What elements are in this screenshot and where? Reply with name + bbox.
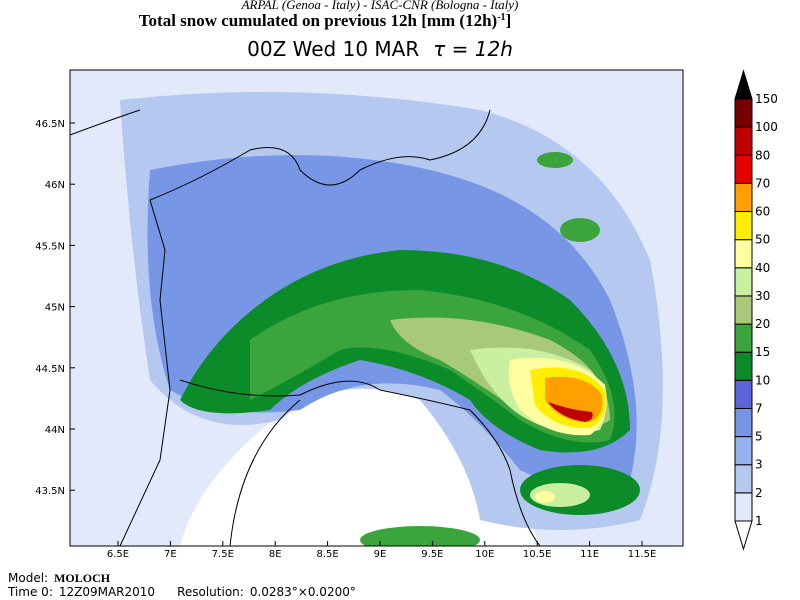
title-main: Total snow cumulated on previous 12h [mm… — [139, 11, 497, 30]
lat-label: 44.5N — [35, 364, 65, 375]
colorbar-label: 7 — [755, 401, 763, 415]
colorbar-box — [734, 436, 753, 466]
footer-model: Model: MOLOCH — [8, 571, 111, 585]
model-name: MOLOCH — [54, 571, 111, 585]
axis-ticks: 6.5E 7E 7.5E 8E 8.5E 9E 9.5E 10E 10.5E 11E 11.5E 46… — [35, 119, 656, 560]
subtitle: 00Z Wed 10 MAR τ = 12h — [247, 37, 513, 61]
colorbar-label: 3 — [755, 458, 763, 472]
colorbar-label: 10 — [755, 373, 770, 387]
lat-label: 46.5N — [35, 119, 65, 130]
colorbar-label: 20 — [755, 317, 770, 331]
lat-label: 45N — [45, 303, 65, 314]
colorbar-label: 1 — [755, 514, 763, 528]
title: Total snow cumulated on previous 12h [mm… — [139, 11, 511, 30]
lon-label: 10.5E — [523, 549, 552, 560]
lat-label: 46N — [45, 180, 65, 191]
colorbar-box — [734, 379, 753, 409]
lon-label: 9E — [374, 549, 387, 560]
colorbar-label: 60 — [755, 205, 770, 219]
lon-label: 7.5E — [212, 549, 234, 560]
colorbar-low — [734, 520, 753, 551]
colorbar-label: 80 — [755, 148, 770, 162]
lon-label: 10E — [475, 549, 494, 560]
colorbar-label: 150 — [755, 92, 778, 106]
footer-time: Time 0: 12Z09MAR2010 Resolution: 0.0283°×0.… — [7, 585, 356, 599]
colorbar-label: 40 — [755, 261, 770, 275]
lon-label: 8E — [269, 549, 282, 560]
credit: ARPAL (Genoa - Italy) - ISAC-CNR (Bologn… — [241, 0, 519, 12]
lat-label: 43.5N — [35, 486, 65, 497]
boundaries — [70, 109, 541, 546]
lon-label: 7E — [164, 549, 177, 560]
title-sup: -1 — [497, 12, 505, 23]
lon-label: 8.5E — [316, 549, 338, 560]
map-frame — [69, 69, 684, 547]
colorbar-label: 2 — [755, 486, 763, 500]
title-end: ] — [506, 11, 512, 30]
subtitle-tau: τ = 12h — [433, 37, 513, 61]
lon-label: 11.5E — [628, 549, 657, 560]
time-label: Time 0: — [7, 585, 53, 599]
colorbar-label: 70 — [755, 176, 770, 190]
colorbar-high — [734, 69, 753, 100]
colorbar-box — [734, 211, 753, 241]
colorbar-box — [734, 98, 753, 128]
field-15e — [537, 152, 573, 168]
colorbar-label: 100 — [755, 120, 778, 134]
map-field — [70, 70, 683, 546]
lon-label: 11E — [580, 549, 599, 560]
colorbar-box — [734, 492, 753, 522]
colorbar-box — [734, 407, 753, 438]
colorbar-label: 15 — [755, 345, 770, 359]
subtitle-date: 00Z Wed 10 MAR — [247, 37, 419, 61]
colorbar-label: 50 — [755, 233, 770, 247]
res-label: Resolution: — [177, 585, 244, 599]
field-40b — [535, 491, 555, 503]
colorbar: 1 2 3 5 7 10 15 20 30 40 50 60 70 80 100 150 — [734, 69, 778, 551]
model-label: Model: — [8, 571, 48, 585]
lon-label: 9.5E — [421, 549, 443, 560]
res-value: 0.0283°×0.0200° — [250, 585, 356, 599]
lon-label: 6.5E — [107, 549, 129, 560]
lat-label: 45.5N — [35, 241, 65, 252]
field-15d — [560, 218, 600, 242]
colorbar-label: 30 — [755, 289, 770, 303]
colorbar-box — [734, 182, 753, 213]
colorbar-box — [734, 351, 753, 381]
colorbar-box — [734, 126, 753, 156]
lat-label: 44N — [45, 425, 65, 436]
colorbar-box — [734, 464, 753, 494]
field-15c — [360, 526, 480, 546]
field-80 — [548, 402, 593, 422]
colorbar-box — [734, 323, 753, 353]
time-value: 12Z09MAR2010 — [59, 585, 155, 599]
colorbar-box — [734, 267, 753, 297]
colorbar-label: 5 — [755, 430, 763, 444]
colorbar-box — [734, 239, 753, 269]
colorbar-box — [734, 295, 753, 325]
colorbar-box — [734, 154, 753, 184]
